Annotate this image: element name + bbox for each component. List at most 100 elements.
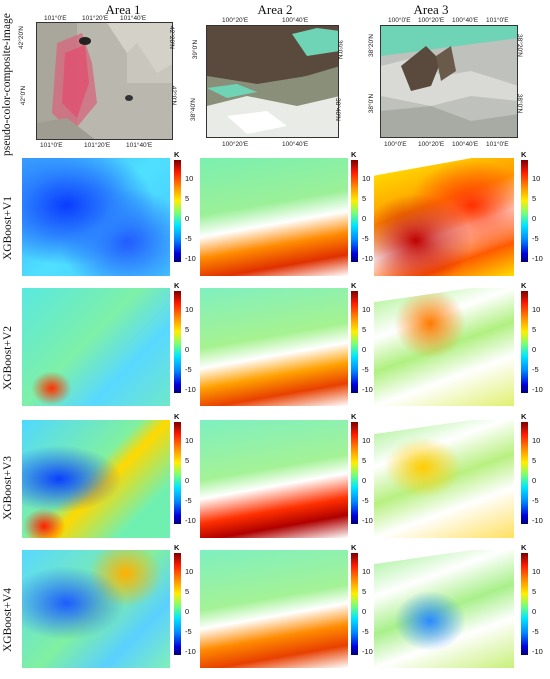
column-title-area-3: Area 3 [413,2,449,17]
colorbar-tick: 5 [185,194,190,203]
column-title-area-2: Area 2 [257,2,293,17]
map-v4-area-2 [200,550,348,668]
colorbar-tick: 5 [532,456,537,465]
colorbar [174,422,181,524]
a3-left-tick-1: 38°20'N [368,34,375,57]
colorbar-tick: -10 [532,516,543,525]
colorbar-tick: -10 [532,385,543,394]
a2-bottom-tick-2: 100°40'E [282,141,309,148]
a3-top-tick-4: 101°0'E [486,17,509,24]
a2-left-tick-2: 38°40'N [190,98,197,121]
colorbar-tick: 5 [532,587,537,596]
colorbar [174,160,181,262]
composite-image-area-3 [380,25,518,138]
colorbar-unit: K [174,281,180,290]
colorbar-tick: -10 [362,647,373,656]
colorbar-unit: K [351,150,357,159]
colorbar-unit: K [521,150,527,159]
a3-top-tick-2: 100°20'E [418,17,445,24]
column-title-area-1: Area 1 [105,2,141,17]
colorbar-tick: 10 [362,436,371,445]
colorbar-tick: 5 [362,194,367,203]
colorbar-unit: K [174,150,180,159]
colorbar-tick: -5 [532,627,539,636]
colorbar-tick: 5 [362,456,367,465]
colorbar [521,291,528,393]
colorbar-tick: -5 [362,234,369,243]
colorbar-tick: 10 [532,436,541,445]
colorbar-tick: 0 [532,214,537,223]
colorbar-tick: 10 [185,305,194,314]
colorbar-tick: -10 [362,516,373,525]
colorbar-tick: -5 [532,365,539,374]
map-v1-area-2 [200,158,348,276]
colorbar-tick: 10 [532,305,541,314]
colorbar-tick: 0 [362,214,367,223]
row-label-v3: XGBoost+V3 [2,456,14,520]
colorbar-tick: 10 [532,174,541,183]
colorbar-tick: 5 [532,325,537,334]
row-label-v2: XGBoost+V2 [2,326,14,390]
map-v1-area-3 [374,158,514,276]
colorbar-tick: -10 [185,254,196,263]
colorbar [521,422,528,524]
a1-bottom-tick-1: 101°0'E [40,142,63,149]
colorbar-tick: -10 [532,254,543,263]
colorbar-unit: K [351,543,357,552]
map-v4-area-3 [374,550,514,668]
colorbar-tick: 5 [185,456,190,465]
colorbar [521,553,528,655]
a1-right-tick-2: 42°0'N [170,85,178,106]
colorbar-tick: 0 [185,607,190,616]
colorbar-tick: -5 [532,496,539,505]
colorbar-tick: -10 [185,647,196,656]
colorbar-tick: 10 [362,567,371,576]
colorbar-tick: -10 [532,647,543,656]
a3-right-tick-2: 38°0'N [516,93,524,114]
a1-left-tick-2: 42°0'N [20,85,28,106]
colorbar-tick: 0 [532,476,537,485]
colorbar-tick: -5 [532,234,539,243]
colorbar-tick: 10 [185,436,194,445]
a3-right-tick-1: 38°20'N [516,34,523,57]
map-v3-area-1 [22,420,170,538]
colorbar-tick: 5 [362,325,367,334]
colorbar-unit: K [351,412,357,421]
a1-left-tick-1: 42°20'N [18,26,25,49]
colorbar-tick: -5 [185,496,192,505]
a3-bottom-tick-3: 100°40'E [452,141,479,148]
colorbar [351,422,358,524]
colorbar-tick: 0 [185,214,190,223]
colorbar-tick: 0 [362,345,367,354]
colorbar-tick: -10 [362,385,373,394]
map-v2-area-2 [200,288,348,406]
colorbar-tick: 5 [185,325,190,334]
a2-right-tick-2: 38°40'N [334,98,341,121]
a3-left-tick-2: 38°0'N [368,93,376,114]
a1-bottom-tick-3: 101°40'E [126,142,153,149]
row-label-v1: XGBoost+V1 [2,196,14,260]
colorbar-tick: 5 [362,587,367,596]
a1-top-tick-1: 101°0'E [44,15,67,22]
a3-bottom-tick-4: 101°0'E [486,141,509,148]
map-v3-area-2 [200,420,348,538]
a2-bottom-tick-1: 100°20'E [222,141,249,148]
colorbar [174,291,181,393]
a2-left-tick-1: 39°0'N [192,39,200,60]
a1-bottom-tick-2: 101°20'E [84,142,111,149]
colorbar [521,160,528,262]
colorbar-tick: -10 [362,254,373,263]
colorbar-tick: 5 [532,194,537,203]
colorbar-tick: -10 [185,385,196,394]
colorbar-tick: 10 [532,567,541,576]
colorbar-tick: 0 [185,476,190,485]
a3-bottom-tick-2: 100°20'E [418,141,445,148]
colorbar-unit: K [174,412,180,421]
a3-top-tick-3: 100°40'E [452,17,479,24]
colorbar-tick: -5 [185,234,192,243]
composite-image-area-2 [206,25,339,138]
colorbar-tick: 0 [532,607,537,616]
row-label-composite: pseudo-color-composite-image [1,13,13,156]
colorbar-tick: 0 [185,345,190,354]
composite-image-area-1 [36,22,173,140]
